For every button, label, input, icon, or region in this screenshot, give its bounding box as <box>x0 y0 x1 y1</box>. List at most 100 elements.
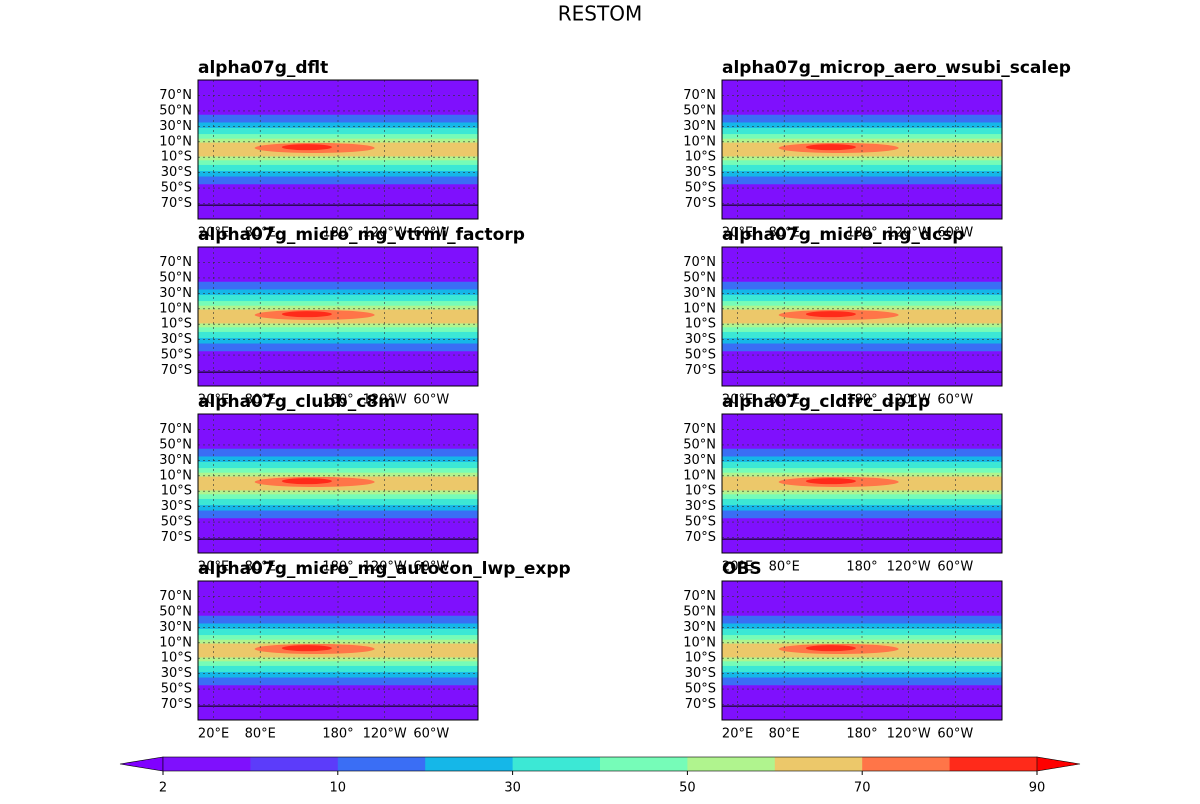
x-tick-label: 120°W <box>363 393 407 408</box>
y-tick-label: 30°S <box>161 666 192 681</box>
x-tick-label: 60°W <box>937 226 973 241</box>
field-blob <box>805 645 856 652</box>
x-tick-label: 80°E <box>245 226 276 241</box>
colorbar-segment <box>425 757 514 771</box>
x-tick-label: 60°W <box>937 560 973 575</box>
y-tick-label: 10°N <box>159 134 192 149</box>
x-tick-label: 180° <box>846 393 877 408</box>
y-tick-label: 70°N <box>159 88 192 103</box>
land-band <box>198 706 478 720</box>
colorbar-segment <box>687 757 776 771</box>
y-tick-label: 50°S <box>161 682 192 697</box>
y-tick-label: 30°N <box>683 620 716 635</box>
x-tick-label: 80°E <box>769 226 800 241</box>
panel-title: alpha07g_micro_mg_vtrmi_factorp <box>198 225 525 245</box>
colorbar-segment <box>774 757 863 771</box>
land-band <box>722 539 1002 553</box>
map-panel: 70°N50°N30°N10°N10°S30°S50°S70°S 20°E 80°E… <box>159 58 479 241</box>
y-tick-label: 30°N <box>159 286 192 301</box>
land-band <box>198 372 478 386</box>
map-frame <box>197 580 479 721</box>
x-tick-label: 180° <box>846 226 877 241</box>
y-tick-label: 10°S <box>685 651 716 666</box>
y-tick-label: 70°N <box>683 88 716 103</box>
y-tick-label: 30°S <box>685 165 716 180</box>
panel-title: alpha07g_microp_aero_wsubi_scalep <box>722 58 1071 78</box>
colorbar-segment <box>600 757 688 771</box>
y-tick-label: 30°S <box>161 165 192 180</box>
map-frame <box>721 79 1003 220</box>
map-frame <box>197 79 479 220</box>
y-tick-label: 70°S <box>685 697 716 712</box>
x-tick-label: 180° <box>846 560 877 575</box>
x-tick-label: 120°W <box>887 226 931 241</box>
map-panel: 70°N50°N30°N10°N10°S30°S50°S70°S 20°E 80°E… <box>683 58 1071 241</box>
x-tick-label: 120°W <box>363 727 407 742</box>
y-tick-label: 30°S <box>685 332 716 347</box>
y-tick-label: 10°N <box>683 301 716 316</box>
y-tick-label: 50°S <box>685 181 716 196</box>
colorbar-segment <box>337 757 426 771</box>
map-panel: 70°N50°N30°N10°N10°S30°S50°S70°S 20°E 80°E… <box>683 225 1003 408</box>
x-tick-label: 120°W <box>887 560 931 575</box>
y-tick-label: 30°S <box>161 499 192 514</box>
x-tick-label: 20°E <box>722 727 753 742</box>
x-tick-label: 180° <box>322 560 353 575</box>
y-tick-label: 30°S <box>161 332 192 347</box>
y-tick-label: 30°N <box>683 119 716 134</box>
panel-title: alpha07g_dflt <box>198 58 328 78</box>
y-tick-label: 10°N <box>683 635 716 650</box>
y-tick-label: 10°S <box>685 150 716 165</box>
y-tick-label: 70°N <box>683 255 716 270</box>
colorbar-extend <box>1036 756 1081 772</box>
y-tick-label: 50°S <box>685 515 716 530</box>
x-tick-label: 180° <box>846 727 877 742</box>
map-frame <box>721 413 1003 554</box>
map-panel: 70°N50°N30°N10°N10°S30°S50°S70°S 20°E 80°E… <box>683 392 1003 575</box>
y-tick-label: 10°N <box>683 468 716 483</box>
x-tick-label: 80°E <box>245 393 276 408</box>
y-tick-label: 30°N <box>159 620 192 635</box>
y-tick-label: 50°S <box>685 348 716 363</box>
map-panel: 70°N50°N30°N10°N10°S30°S50°S70°S 20°E 80°E… <box>159 559 571 742</box>
x-tick-label: 60°W <box>937 727 973 742</box>
y-tick-label: 70°S <box>685 530 716 545</box>
x-tick-label: 20°E <box>722 393 753 408</box>
y-tick-label: 50°N <box>159 103 192 118</box>
y-tick-label: 70°N <box>683 589 716 604</box>
colorbar-segment <box>512 757 601 771</box>
y-tick-label: 70°S <box>161 196 192 211</box>
y-tick-label: 70°S <box>685 196 716 211</box>
x-tick-label: 180° <box>322 226 353 241</box>
x-tick-label: 60°W <box>413 393 449 408</box>
y-tick-label: 30°N <box>683 453 716 468</box>
x-tick-label: 20°E <box>198 393 229 408</box>
y-tick-label: 50°N <box>683 437 716 452</box>
x-tick-label: 20°E <box>198 727 229 742</box>
x-tick-label: 20°E <box>198 560 229 575</box>
map-panel: 70°N50°N30°N10°N10°S30°S50°S70°S 20°E 80°E… <box>159 225 525 408</box>
y-tick-label: 50°N <box>159 270 192 285</box>
x-tick-label: 20°E <box>722 560 753 575</box>
map-frame <box>197 246 479 387</box>
y-tick-label: 70°S <box>685 363 716 378</box>
x-tick-label: 120°W <box>887 727 931 742</box>
colorbar-tick-label: 70 <box>854 781 871 796</box>
x-tick-label: 20°E <box>198 226 229 241</box>
land-band <box>198 539 478 553</box>
x-tick-label: 120°W <box>363 560 407 575</box>
colorbar-segment <box>250 757 339 771</box>
y-tick-label: 50°S <box>685 682 716 697</box>
x-tick-label: 60°W <box>413 560 449 575</box>
y-tick-label: 50°N <box>683 103 716 118</box>
y-tick-label: 10°N <box>159 468 192 483</box>
colorbar-segment <box>862 757 951 771</box>
y-tick-label: 10°S <box>161 317 192 332</box>
x-tick-label: 80°E <box>769 727 800 742</box>
x-tick-label: 180° <box>322 727 353 742</box>
x-tick-label: 120°W <box>363 226 407 241</box>
panel-title: alpha07g_micro_mg_autocon_lwp_expp <box>198 559 571 579</box>
y-tick-label: 50°S <box>161 515 192 530</box>
y-tick-label: 10°S <box>161 651 192 666</box>
